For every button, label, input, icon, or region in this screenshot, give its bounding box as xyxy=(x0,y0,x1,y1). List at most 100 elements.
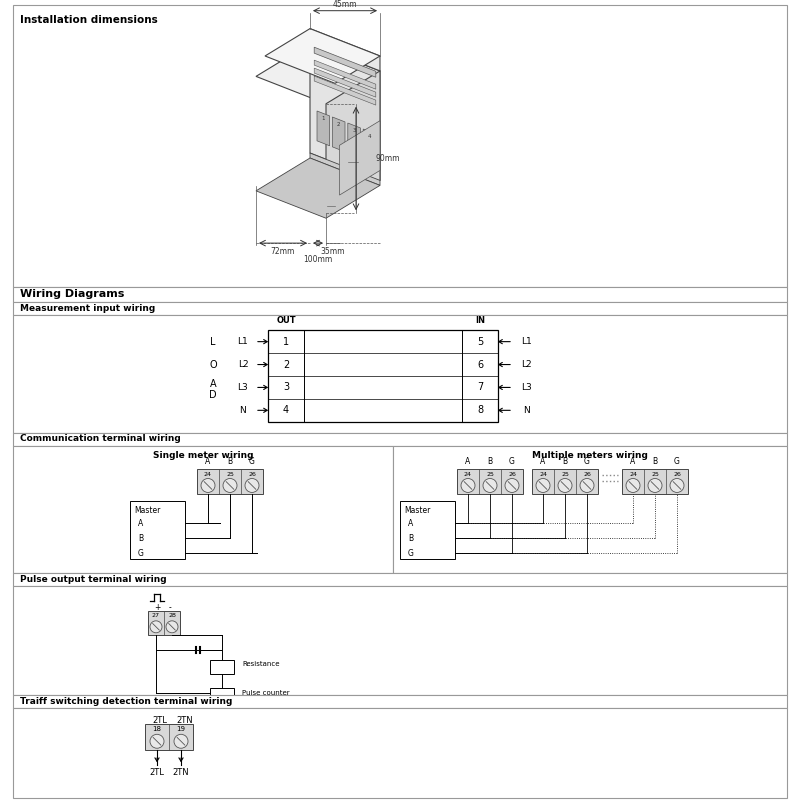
Bar xyxy=(13,315,787,433)
Text: Pulse output terminal wiring: Pulse output terminal wiring xyxy=(20,574,166,583)
Text: IN: IN xyxy=(475,316,485,326)
Text: 2TL: 2TL xyxy=(153,716,167,725)
Text: 24: 24 xyxy=(629,472,637,477)
Text: 1: 1 xyxy=(283,337,289,346)
Bar xyxy=(210,687,234,698)
Text: 26: 26 xyxy=(508,472,516,477)
Text: Multiple meters wiring: Multiple meters wiring xyxy=(532,451,648,460)
Polygon shape xyxy=(314,76,376,105)
Text: L2: L2 xyxy=(521,360,531,369)
Text: 2TN: 2TN xyxy=(177,716,194,725)
Text: Single meter wiring: Single meter wiring xyxy=(153,451,254,460)
Text: 19: 19 xyxy=(177,726,186,732)
Circle shape xyxy=(626,478,640,493)
Polygon shape xyxy=(348,123,360,158)
Text: 25: 25 xyxy=(651,472,659,477)
Circle shape xyxy=(166,621,178,633)
Polygon shape xyxy=(310,29,380,71)
Text: 72mm: 72mm xyxy=(271,246,295,255)
Circle shape xyxy=(461,478,475,493)
Text: 24: 24 xyxy=(464,472,472,477)
Text: 3: 3 xyxy=(352,128,356,133)
Bar xyxy=(13,586,787,695)
Bar xyxy=(268,330,498,422)
Circle shape xyxy=(648,478,662,493)
Text: 28: 28 xyxy=(168,614,176,618)
Text: 25: 25 xyxy=(226,472,234,477)
Text: 45mm: 45mm xyxy=(333,0,358,10)
Text: A: A xyxy=(630,457,636,466)
Polygon shape xyxy=(314,60,376,89)
Bar xyxy=(13,5,787,287)
Polygon shape xyxy=(333,117,345,152)
Bar xyxy=(148,611,180,634)
Bar xyxy=(210,660,234,674)
Polygon shape xyxy=(310,43,380,181)
Text: 26: 26 xyxy=(248,472,256,477)
Polygon shape xyxy=(326,71,380,214)
Bar xyxy=(532,469,598,494)
Text: A: A xyxy=(206,457,210,466)
Circle shape xyxy=(558,478,572,493)
Polygon shape xyxy=(256,158,380,218)
Text: B: B xyxy=(227,457,233,466)
Text: B: B xyxy=(138,534,143,542)
Circle shape xyxy=(580,478,594,493)
Text: L1: L1 xyxy=(238,337,248,346)
Text: L3: L3 xyxy=(238,383,248,392)
Text: 18: 18 xyxy=(153,726,162,732)
Circle shape xyxy=(150,621,162,633)
Text: O: O xyxy=(209,359,217,370)
Bar xyxy=(13,573,787,586)
Text: 27: 27 xyxy=(152,614,160,618)
Text: A: A xyxy=(466,457,470,466)
Text: 1: 1 xyxy=(322,116,325,121)
Polygon shape xyxy=(317,111,330,146)
Text: 4: 4 xyxy=(368,134,371,139)
Text: Traiff switching detection terminal wiring: Traiff switching detection terminal wiri… xyxy=(20,697,232,706)
Text: L1: L1 xyxy=(521,337,531,346)
Text: Wiring Diagrams: Wiring Diagrams xyxy=(20,290,124,299)
Polygon shape xyxy=(314,68,376,97)
Text: B: B xyxy=(408,534,413,542)
Text: Pulse counter: Pulse counter xyxy=(242,690,290,695)
Text: L3: L3 xyxy=(521,383,531,392)
Circle shape xyxy=(536,478,550,493)
Text: G: G xyxy=(584,457,590,466)
Text: 2TL: 2TL xyxy=(150,768,165,777)
Text: G: G xyxy=(674,457,680,466)
Polygon shape xyxy=(310,153,380,186)
Text: 4: 4 xyxy=(283,406,289,415)
Polygon shape xyxy=(256,43,380,104)
Text: B: B xyxy=(487,457,493,466)
Circle shape xyxy=(245,478,259,493)
Text: G: G xyxy=(138,549,144,558)
Text: Measurement input wiring: Measurement input wiring xyxy=(20,304,155,313)
Text: L2: L2 xyxy=(238,360,248,369)
Text: 2: 2 xyxy=(337,122,341,127)
Text: Master: Master xyxy=(404,506,430,515)
Circle shape xyxy=(201,478,215,493)
Bar xyxy=(622,469,688,494)
Bar xyxy=(13,709,787,798)
Text: Communication terminal wiring: Communication terminal wiring xyxy=(20,434,181,443)
Text: 25: 25 xyxy=(561,472,569,477)
Circle shape xyxy=(670,478,684,493)
Text: 2: 2 xyxy=(283,359,289,370)
Text: G: G xyxy=(249,457,255,466)
Text: -: - xyxy=(169,603,171,612)
Circle shape xyxy=(223,478,237,493)
Bar xyxy=(393,446,787,573)
Circle shape xyxy=(505,478,519,493)
Text: N: N xyxy=(522,406,530,415)
Text: 90mm: 90mm xyxy=(376,154,401,163)
Text: Installation dimensions: Installation dimensions xyxy=(20,14,158,25)
Text: 25: 25 xyxy=(486,472,494,477)
Text: A: A xyxy=(540,457,546,466)
Text: 5: 5 xyxy=(477,337,483,346)
Circle shape xyxy=(174,734,188,748)
Text: 6: 6 xyxy=(477,359,483,370)
Text: 35mm: 35mm xyxy=(321,246,345,255)
Polygon shape xyxy=(314,47,376,78)
Bar xyxy=(13,287,787,302)
